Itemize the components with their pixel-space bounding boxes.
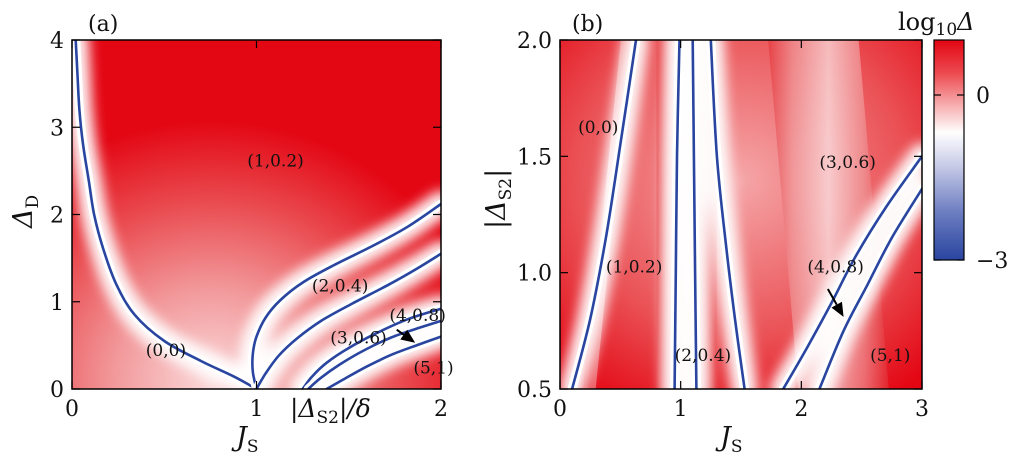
x-axis-label: JS	[231, 422, 258, 457]
contour-line-m1	[570, 40, 638, 389]
x-tick-label: 0	[65, 397, 79, 422]
contour-line-n4	[306, 319, 441, 389]
x-tick-label: 2	[434, 397, 448, 422]
region-label: (1,0.2)	[606, 258, 663, 278]
region-label: (3,0.6)	[819, 153, 876, 173]
colorbar-tick-label: −3	[976, 249, 1008, 274]
x-axis-label: JS	[715, 422, 742, 457]
y-tick-label: 2.0	[517, 29, 552, 54]
region-label: (0,0)	[578, 118, 618, 138]
region-label: (2,0.4)	[312, 276, 369, 296]
arrow-head	[400, 329, 416, 343]
colorbar: log10Δ 0 −3	[898, 8, 1008, 274]
y-tick-label: 0	[50, 378, 64, 403]
panel-a: 0 1 2 0 1 2 3 4 (1,0.2) (2,0.4) (4,0.8)(3,0.6) (0,…	[8, 12, 454, 457]
region-label: (1,0.2)	[247, 152, 304, 172]
y-tick-label: 4	[50, 29, 64, 54]
colorbar-title: log10Δ	[898, 8, 974, 40]
x-tick-label: 2	[794, 397, 808, 422]
contour-line-n5	[325, 335, 441, 389]
x-tick-label: 1	[674, 397, 688, 422]
plot-frame	[559, 39, 923, 390]
y-tick-label: 2	[50, 204, 64, 229]
region-label: (0,0)	[146, 341, 186, 361]
region-label: (5,1)	[413, 358, 453, 378]
contour-line-m6	[818, 187, 922, 389]
y-tick-label: 0.5	[517, 378, 552, 403]
contour-line-n1	[251, 202, 441, 389]
contour-line-m4	[709, 40, 746, 389]
arrow-shaft	[396, 328, 405, 336]
x-tick-label: 3	[915, 397, 929, 422]
y-tick-label: 1.5	[517, 145, 552, 170]
contour-line-m3	[691, 40, 698, 389]
y-axis-label: |ΔS2|	[481, 169, 516, 229]
contour-line-n2	[255, 252, 441, 389]
inset-label: |ΔS2|/δ	[290, 394, 371, 428]
panel-b: 0 1 2 3 0.5 1.0 1.5 2.0 (0,0) (3,0.6) (1,0.2) (4,0…	[481, 12, 929, 457]
y-axis-label: ΔD	[8, 195, 43, 229]
contour-line-n3	[301, 307, 441, 389]
arrow-shaft	[827, 288, 838, 306]
y-tick-label: 1.0	[517, 262, 552, 287]
region-label: (4,0.8)	[389, 306, 446, 326]
contour-line-m2	[673, 40, 681, 389]
x-tick-label: 0	[553, 397, 567, 422]
region-label: (5,1)	[870, 346, 910, 366]
region-label: (2,0.4)	[675, 346, 732, 366]
contour-line-n0	[74, 40, 258, 389]
y-tick-label: 3	[50, 116, 64, 141]
colorbar-gradient	[933, 39, 965, 261]
y-tick-label: 1	[50, 291, 64, 316]
panel-label: (b)	[572, 12, 603, 37]
contour-line-m5	[781, 155, 922, 389]
x-tick-label: 1	[250, 397, 264, 422]
arrow-head	[831, 301, 844, 317]
region-label: (4,0.8)	[807, 258, 864, 278]
panel-label: (a)	[88, 12, 118, 37]
region-label: (3,0.6)	[330, 329, 387, 349]
colorbar-tick-label: 0	[976, 84, 990, 109]
